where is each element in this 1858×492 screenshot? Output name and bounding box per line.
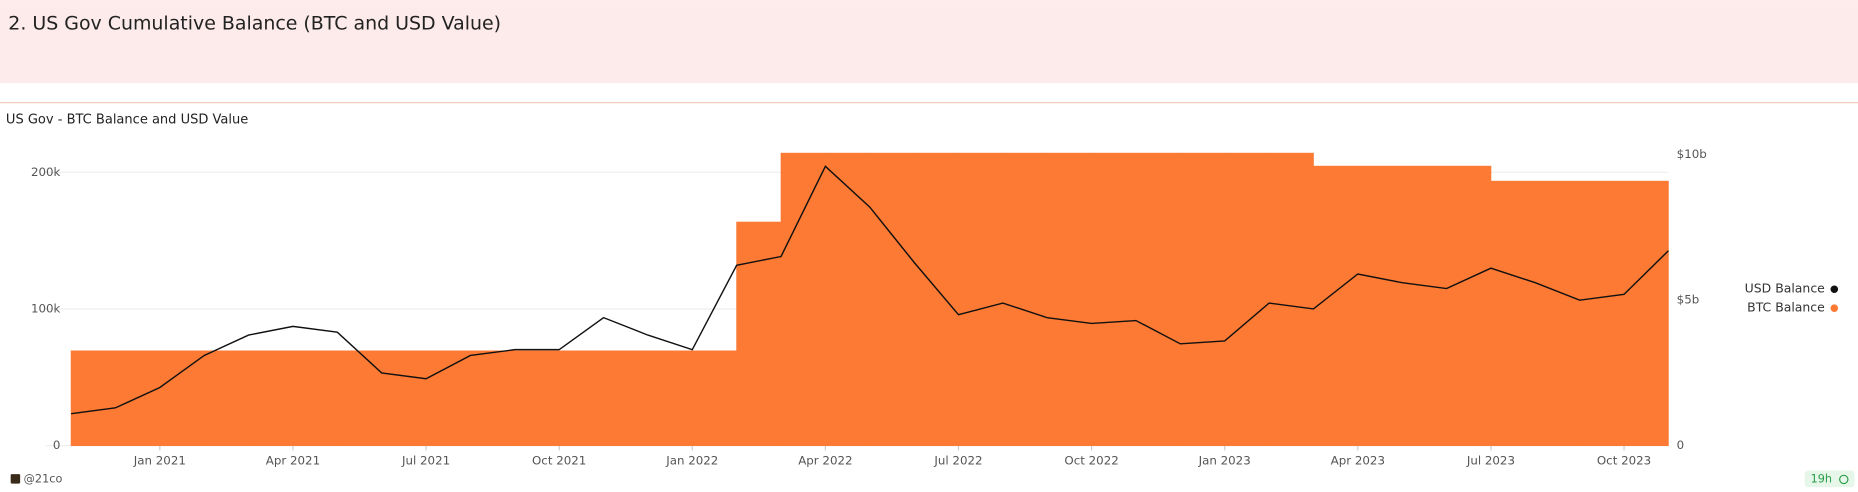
legend-label: BTC Balance [1747,300,1825,315]
y2-tick-label: 0 [1677,438,1685,452]
btc-step [1623,180,1669,447]
x-tick-label: Jan 2022 [665,454,718,468]
usd-line [71,165,1669,415]
x-tick-label: Jan 2021 [133,454,186,468]
btc-step [381,350,427,447]
btc-step [1268,152,1314,447]
btc-step [736,221,782,447]
x-tick-label: Jul 2021 [401,454,450,468]
btc-step [603,350,649,447]
legend-label: USD Balance [1745,281,1825,296]
btc-step [1313,165,1359,447]
x-tick-label: Oct 2021 [532,454,586,468]
x-tick-label: Oct 2022 [1064,454,1118,468]
btc-step [1490,180,1536,447]
plot: 0 100k 200k 0 $5b $10b Jan 2021 Apr 2021 Jul 202… [31,147,1839,468]
y2-tick-label: $10b [1677,147,1707,161]
x-tick-label: Apr 2021 [266,454,320,468]
btc-step [869,152,915,447]
btc-step [1534,180,1581,447]
btc-step [1357,165,1403,447]
chart-title: US Gov - BTC Balance and USD Value [6,112,248,127]
btc-step [1135,152,1181,447]
author-icon [10,474,21,484]
btc-step [470,350,516,447]
btc-step [825,152,871,447]
btc-step [1046,152,1092,447]
legend-swatch [1830,304,1839,313]
age-icon [1839,474,1849,485]
btc-step [159,350,205,447]
btc-step [70,350,116,447]
legend-swatch [1830,285,1839,294]
btc-step [913,152,959,447]
x-tick-label: Jul 2023 [1466,454,1515,468]
y-tick-label: 200k [31,165,61,179]
x-tick-label: Apr 2022 [798,454,852,468]
btc-step [780,152,826,447]
header-band [0,0,1858,84]
btc-step [1579,180,1625,447]
btc-step [647,350,693,447]
btc-step [248,350,294,447]
y-tick-label: 0 [53,438,61,452]
btc-step [958,152,1004,447]
btc-step [1446,165,1492,447]
btc-step [514,350,560,447]
x-tick-label: Jul 2022 [933,454,982,468]
btc-step [1401,165,1447,447]
btc-step [558,350,604,447]
y-tick-label: 100k [31,301,61,315]
y2-tick-label: $5b [1677,293,1700,307]
btc-step [1179,152,1226,447]
author[interactable]: @21co [24,472,63,485]
btc-step [336,350,383,447]
btc-step [203,350,249,447]
header-title: 2. US Gov Cumulative Balance (BTC and US… [8,12,501,34]
age: 19h [1811,472,1832,485]
x-tick-label: Oct 2023 [1597,454,1651,468]
btc-step [1091,152,1137,447]
x-tick-label: Jan 2023 [1198,454,1251,468]
x-tick-label: Apr 2023 [1331,454,1385,468]
btc-step [691,350,737,447]
btc-step [292,350,338,447]
btc-step [1224,152,1270,447]
btc-step [1002,152,1048,447]
btc-step [425,350,471,447]
